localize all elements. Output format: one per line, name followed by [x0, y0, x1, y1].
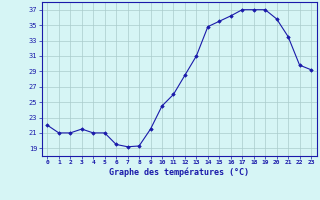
X-axis label: Graphe des températures (°C): Graphe des températures (°C) [109, 168, 249, 177]
